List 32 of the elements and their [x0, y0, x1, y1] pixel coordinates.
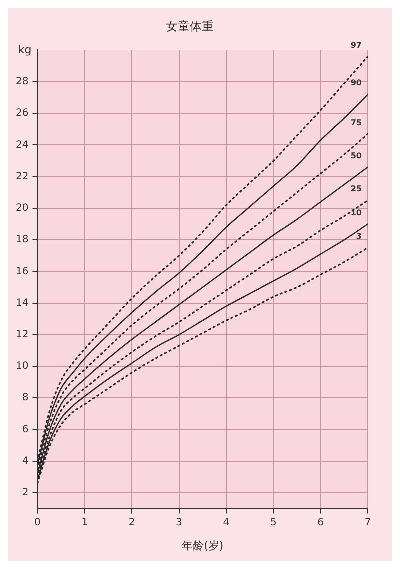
chart-title: 女童体重 [166, 19, 214, 34]
series-label: 97 [350, 40, 362, 50]
y-tick-label: 24 [16, 140, 29, 151]
y-tick-label: 14 [16, 298, 29, 309]
series-label: 75 [350, 118, 362, 128]
y-tick-label: 12 [16, 330, 29, 341]
y-tick-label: 10 [16, 361, 29, 372]
y-tick-label: 16 [16, 266, 29, 278]
x-axis-title: 年龄(岁) [182, 539, 224, 552]
y-tick-label: 22 [16, 171, 29, 182]
y-axis-title: kg [18, 43, 32, 56]
x-tick-label: 7 [364, 517, 372, 528]
y-tick-label: 6 [22, 424, 29, 436]
x-tick-label: 1 [82, 517, 88, 528]
y-tick-label: 8 [22, 392, 29, 404]
y-tick-label: 26 [16, 108, 29, 120]
x-tick-label: 6 [318, 517, 324, 528]
x-tick-label: 4 [223, 517, 230, 528]
series-label: 90 [350, 78, 362, 88]
y-tick-label: 2 [22, 488, 29, 499]
series-label: 3 [356, 232, 362, 242]
series-label: 10 [350, 208, 362, 218]
x-tick-label: 3 [176, 517, 182, 528]
y-tick-label: 20 [16, 203, 29, 214]
x-tick-label: 0 [34, 517, 41, 528]
series-label: 25 [350, 184, 362, 194]
y-tick-label: 4 [22, 456, 29, 467]
y-tick-label: 18 [16, 234, 29, 246]
x-tick-label: 2 [128, 517, 136, 528]
series-label: 50 [350, 151, 362, 160]
x-tick-label: 5 [270, 517, 277, 528]
y-tick-label: 28 [16, 76, 29, 88]
